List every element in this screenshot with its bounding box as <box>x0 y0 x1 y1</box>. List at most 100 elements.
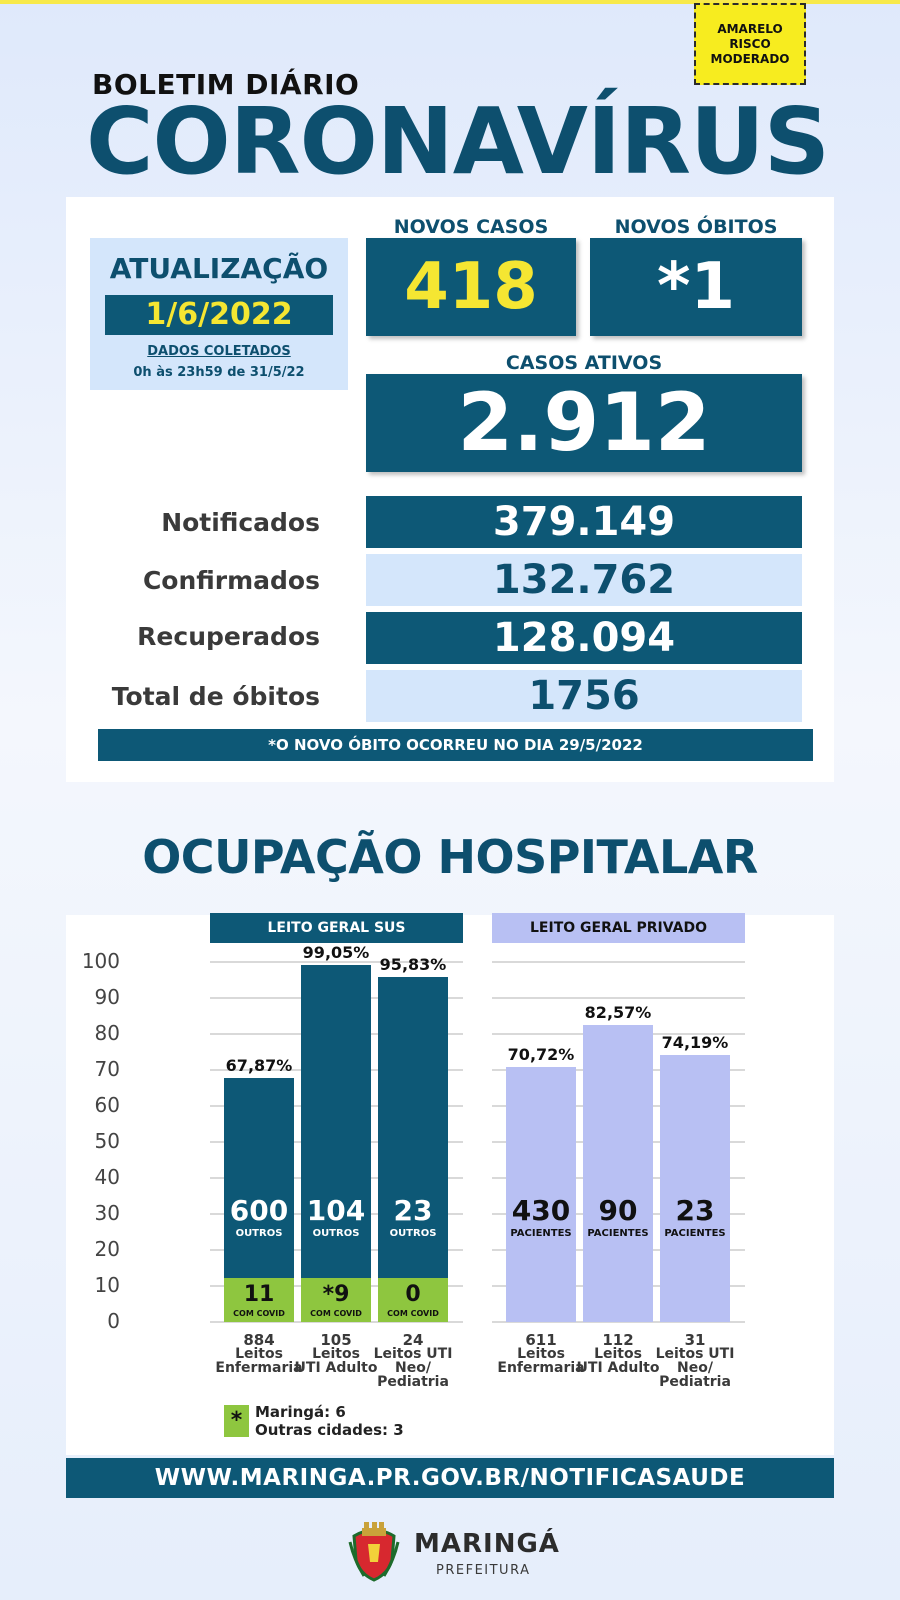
category-line: Leitos <box>235 1346 283 1362</box>
grid-line <box>492 997 745 999</box>
grid-line <box>492 1321 745 1323</box>
legend-covid-marker: * <box>224 1405 249 1437</box>
bar-percent-label: 67,87% <box>225 1055 293 1075</box>
bar-sus <box>301 965 371 1322</box>
active-cases-value: 2.912 <box>457 376 711 469</box>
update-date: 1/6/2022 <box>105 295 333 335</box>
y-tick-label: 50 <box>94 1129 120 1153</box>
legend-line-maringa: Maringá: 6 <box>255 1403 346 1421</box>
bed-count: 31 <box>684 1331 706 1349</box>
y-tick-label: 20 <box>94 1237 120 1261</box>
x-category-label: 105 Leitos UTI Adulto <box>291 1331 381 1376</box>
category-line: Pediatria <box>659 1374 731 1390</box>
y-tick-label: 30 <box>94 1201 120 1225</box>
grid-line <box>210 1321 463 1323</box>
bar-count-label: 104 <box>306 1194 366 1227</box>
new-cases-label: NOVOS CASOS <box>393 216 549 238</box>
bar-count-sublabel: OUTROS <box>235 1228 283 1239</box>
top-accent-line <box>0 0 900 4</box>
bar-count-sublabel: OUTROS <box>312 1228 360 1239</box>
new-cases-value: 418 <box>404 250 538 324</box>
category-line: Leitos UTI <box>655 1346 735 1362</box>
bar-count-sublabel: OUTROS <box>389 1228 437 1239</box>
y-tick-label: 60 <box>94 1093 120 1117</box>
sus-panel-header: LEITO GERAL SUS <box>210 913 463 943</box>
update-title: ATUALIZAÇÃO <box>109 252 329 285</box>
bed-count: 105 <box>320 1331 352 1349</box>
recuperados-label: Recuperados <box>137 622 320 651</box>
death-footnote: *O NOVO ÓBITO OCORREU NO DIA 29/5/2022 <box>98 729 813 761</box>
notificados-value: 379.149 <box>366 496 802 548</box>
bar-priv <box>660 1054 730 1322</box>
brand-subtitle: PREFEITURA <box>436 1563 531 1578</box>
private-panel-header: LEITO GERAL PRIVADO <box>492 913 745 943</box>
update-panel: ATUALIZAÇÃO 1/6/2022 DADOS COLETADOS 0h … <box>90 238 348 390</box>
covid-sublabel: COM COVID <box>310 1309 362 1318</box>
recuperados-value: 128.094 <box>366 612 802 664</box>
confirmados-label: Confirmados <box>142 566 320 595</box>
notification-url-link[interactable]: WWW.MARINGA.PR.GOV.BR/NOTIFICASAUDE <box>66 1458 834 1498</box>
totals-label-recuperados: Recuperados <box>90 610 320 670</box>
risk-line-1: AMARELO <box>717 21 783 36</box>
category-line: Pediatria <box>377 1374 449 1390</box>
y-tick-label: 0 <box>107 1309 120 1333</box>
covid-segment <box>378 1278 448 1322</box>
category-line: Enfermaria <box>497 1360 585 1376</box>
active-cases-label: CASOS ATIVOS <box>505 352 663 374</box>
bar-priv <box>583 1024 653 1322</box>
bed-count: 112 <box>602 1331 634 1349</box>
x-category-label: 884 Leitos Enfermaria <box>214 1333 304 1376</box>
x-category-label: 112 Leitos UTI Adulto <box>573 1331 663 1376</box>
risk-line-2: RISCO <box>729 36 771 51</box>
new-deaths-label: NOVOS ÓBITOS <box>614 216 778 238</box>
covid-count-label: *9 <box>322 1282 350 1307</box>
brand-name: MARINGÁ <box>414 1529 560 1559</box>
covid-count-label: 11 <box>243 1282 275 1307</box>
category-line: Enfermaria <box>215 1360 303 1376</box>
y-tick-label: 90 <box>94 985 120 1009</box>
covid-segment <box>301 1278 371 1322</box>
active-cases-box: 2.912 <box>366 374 802 472</box>
bar-count-label: 90 <box>598 1194 638 1227</box>
category-line: UTI Adulto <box>576 1360 660 1376</box>
covid-count-label: 0 <box>405 1282 421 1307</box>
grid-line <box>210 961 463 963</box>
category-line: Leitos UTI <box>373 1346 453 1362</box>
y-tick-label: 40 <box>94 1165 120 1189</box>
bar-count-sublabel: PACIENTES <box>510 1228 572 1239</box>
collected-label: DADOS COLETADOS <box>147 344 291 359</box>
bar-percent-label: 70,72% <box>507 1045 575 1065</box>
totals-label-confirmados: Confirmados <box>90 554 320 614</box>
notificados-label: Notificados <box>161 508 320 537</box>
x-category-label: 24 Leitos UTI Neo/Pediatria <box>368 1331 458 1390</box>
category-line: Leitos <box>594 1346 642 1362</box>
bar-sus <box>378 977 448 1322</box>
totals-label-notificados: Notificados <box>90 496 320 556</box>
obitos-label: Total de óbitos <box>111 682 320 711</box>
bar-percent-label: 95,83% <box>379 955 447 974</box>
obitos-value: 1756 <box>366 670 802 722</box>
x-category-label: 611 Leitos Enfermaria <box>496 1333 586 1376</box>
bar-percent-label: 74,19% <box>661 1032 729 1052</box>
bar-count-label: 23 <box>675 1194 715 1227</box>
bulletin-subtitle: BOLETIM DIÁRIO <box>92 68 360 101</box>
legend-text: Maringá: 6 Outras cidades: 3 <box>255 1403 404 1439</box>
covid-sublabel: COM COVID <box>233 1309 285 1318</box>
y-tick-label: 80 <box>94 1021 120 1045</box>
category-line: Leitos <box>517 1346 565 1362</box>
covid-sublabel: COM COVID <box>387 1309 439 1318</box>
y-tick-label: 100 <box>81 949 120 973</box>
new-cases-box: 418 <box>366 238 576 336</box>
bar-count-label: 600 <box>229 1194 289 1227</box>
confirmados-value: 132.762 <box>366 554 802 606</box>
category-line: Leitos <box>312 1346 360 1362</box>
city-crest-icon <box>348 1520 400 1584</box>
y-tick-label: 70 <box>94 1057 120 1081</box>
bed-count: 24 <box>402 1331 424 1349</box>
bar-count-sublabel: PACIENTES <box>664 1228 726 1239</box>
grid-line <box>492 961 745 963</box>
bar-count-label: 430 <box>511 1194 571 1227</box>
new-deaths-value: *1 <box>657 250 735 324</box>
bar-percent-label: 99,05% <box>302 943 370 963</box>
totals-label-obitos: Total de óbitos <box>90 670 320 730</box>
